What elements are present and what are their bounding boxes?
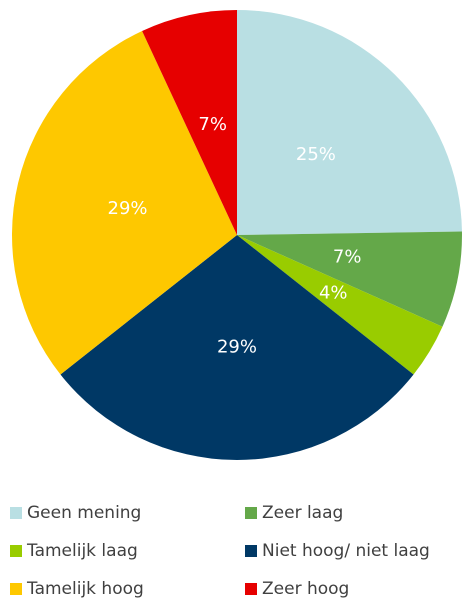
data-label: 29% [217, 337, 257, 358]
legend-label: Zeer hoog [262, 579, 349, 599]
data-label: 29% [108, 198, 148, 219]
legend-label: Niet hoog/ niet laag [262, 541, 430, 561]
legend-label: Zeer laag [262, 503, 343, 523]
pie-slice [237, 235, 443, 375]
legend-label: Tamelijk laag [26, 541, 138, 561]
legend-label: Geen mening [27, 503, 141, 523]
legend-label: Tamelijk hoog [26, 579, 144, 599]
legend-swatch [245, 545, 257, 557]
data-label: 4% [319, 282, 348, 303]
legend-swatch [245, 507, 257, 519]
pie-slice [60, 235, 414, 460]
legend-swatch [10, 507, 22, 519]
pie-slice [11, 30, 237, 375]
data-label: 7% [333, 247, 362, 268]
pie-slice [142, 10, 237, 235]
legend-swatch [245, 583, 257, 595]
data-label: 25% [296, 144, 336, 165]
pie-slice [237, 231, 462, 327]
legend-swatch [10, 583, 22, 595]
pie-slice [237, 10, 462, 235]
legend-swatch [10, 545, 22, 557]
data-label: 7% [198, 114, 227, 135]
